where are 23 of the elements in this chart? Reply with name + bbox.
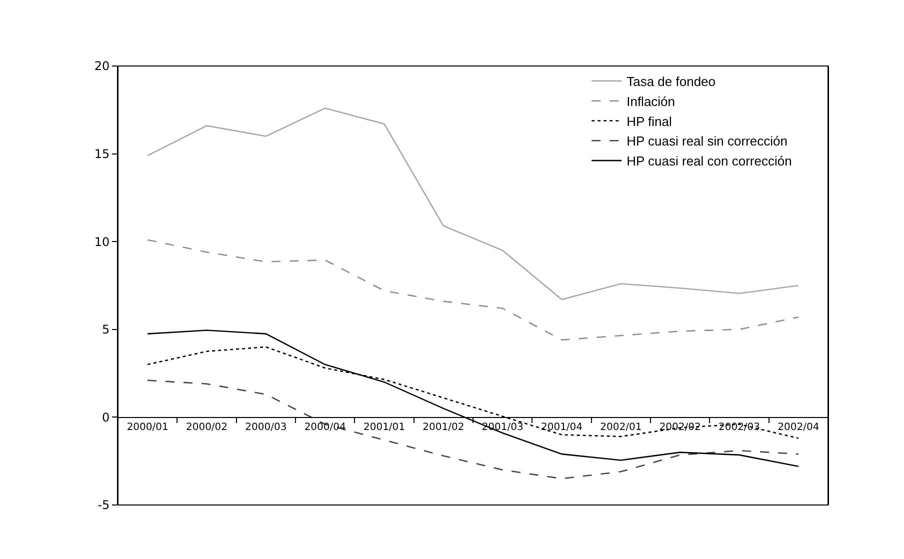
x-tick-label: 2001/02	[422, 422, 464, 434]
legend-label: Tasa de fondeo	[626, 74, 716, 90]
x-tick-label: 2000/02	[186, 422, 228, 434]
y-tick-label: 0	[102, 410, 110, 424]
x-tick-label: 2000/03	[245, 422, 287, 434]
x-tick-label: 2000/04	[304, 422, 346, 434]
y-tick-label: 15	[94, 147, 110, 161]
x-tick-label: 2001/04	[540, 422, 583, 434]
line-series	[146, 239, 800, 341]
legend-label: HP cuasi real sin corrección	[626, 134, 788, 149]
legend-label: HP final	[626, 114, 672, 129]
legend-label: HP cuasi real con corrección	[626, 154, 792, 169]
y-tick-label: 5	[102, 322, 110, 337]
x-tick-label: 2001/01	[363, 422, 406, 434]
x-tick-label: 2002/01	[600, 422, 642, 434]
y-tick-label: 10	[94, 234, 110, 249]
y-tick-label: -5	[98, 498, 110, 512]
x-tick-label: 2000/01	[126, 422, 168, 434]
legend-label: Inflación	[626, 94, 676, 109]
line-series	[146, 107, 800, 300]
x-tick-label: 2002/04	[778, 422, 820, 434]
x-tick-label: 2002/03	[718, 422, 760, 434]
y-tick-label: 20	[94, 59, 110, 74]
